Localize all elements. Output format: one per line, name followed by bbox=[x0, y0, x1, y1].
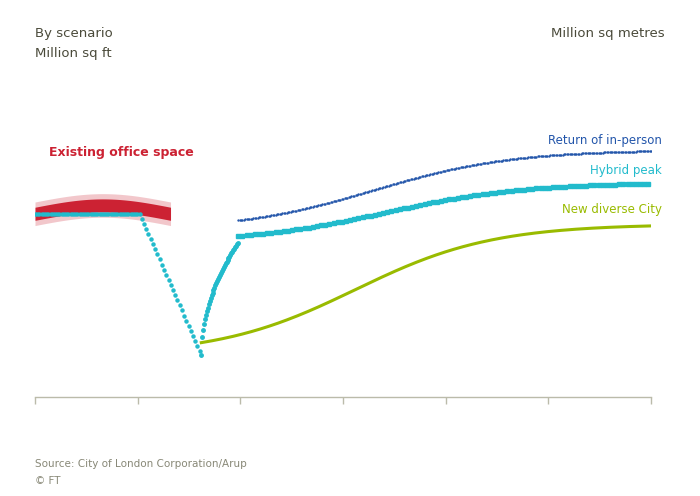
Text: New diverse City: New diverse City bbox=[561, 203, 661, 216]
Text: By scenario: By scenario bbox=[35, 27, 113, 40]
Text: Source: City of London Corporation/Arup: Source: City of London Corporation/Arup bbox=[35, 459, 246, 469]
Text: Million sq metres: Million sq metres bbox=[552, 27, 665, 40]
Text: Hybrid peak: Hybrid peak bbox=[589, 164, 662, 177]
Text: Million sq ft: Million sq ft bbox=[35, 47, 111, 60]
Text: © FT: © FT bbox=[35, 476, 60, 486]
Text: Existing office space: Existing office space bbox=[49, 146, 194, 159]
Text: Return of in-person: Return of in-person bbox=[547, 134, 661, 147]
